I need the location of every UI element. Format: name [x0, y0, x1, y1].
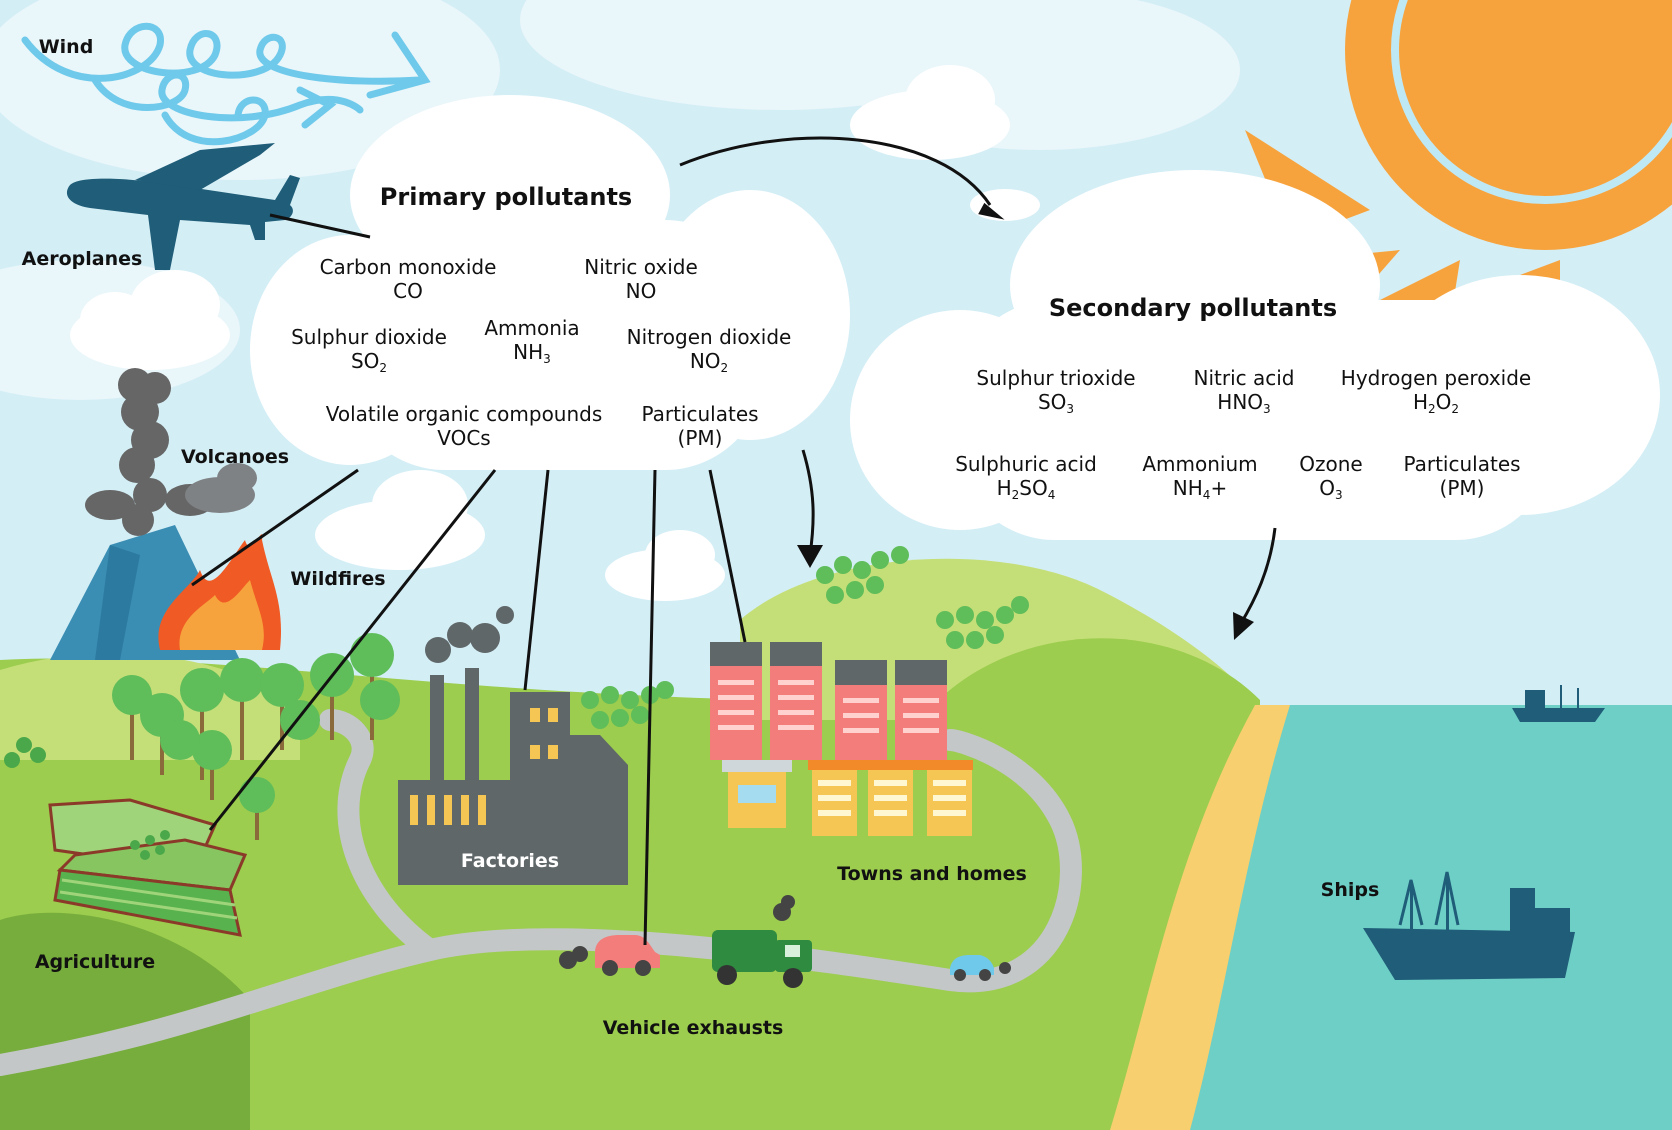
background-clouds: [0, 0, 1240, 400]
large-ship: [1363, 871, 1575, 980]
flow-arrows: [679, 136, 1277, 626]
label-wildfires: Wildfires: [290, 568, 386, 590]
beach: [1110, 705, 1290, 1130]
secondary-item: Sulphur trioxide SO3: [976, 366, 1136, 416]
wind-swirl: [21, 22, 431, 146]
secondary-pollutants-cloud: [850, 170, 1660, 540]
label-towns-and-homes: Towns and homes: [837, 863, 1027, 885]
factory: [398, 606, 628, 885]
blue-car: [950, 955, 1011, 981]
secondary-item: Hydrogen peroxide H2O2: [1340, 366, 1532, 416]
secondary-pollutants-title: Secondary pollutants: [1048, 294, 1338, 322]
hill-right: [920, 638, 1260, 720]
small-clouds: [70, 65, 1040, 601]
primary-pollutants-cloud: [250, 95, 850, 470]
secondary-item: Ozone O3: [1299, 452, 1363, 502]
source-connector-lines: [191, 213, 747, 946]
label-ships: Ships: [1320, 879, 1380, 901]
primary-pollutants-title: Primary pollutants: [379, 183, 633, 211]
small-ship: [1512, 685, 1605, 722]
agri-hill: [0, 912, 250, 1130]
label-volcanoes: Volcanoes: [180, 446, 290, 468]
houses: [722, 760, 973, 836]
secondary-item: Sulphuric acid H2SO4: [955, 452, 1097, 502]
label-aeroplanes: Aeroplanes: [21, 248, 143, 270]
label-vehicle-exhausts: Vehicle exhausts: [602, 1017, 784, 1039]
primary-item: Volatile organic compounds VOCs: [325, 402, 603, 450]
aeroplane: [66, 143, 300, 270]
primary-item: Particulates (PM): [641, 402, 759, 450]
label-agriculture: Agriculture: [34, 951, 156, 973]
sun: [1245, 0, 1672, 355]
green-truck: [712, 895, 812, 988]
primary-item: Ammonia NH3: [484, 316, 580, 366]
apartment-buildings: [710, 642, 947, 765]
label-wind: Wind: [38, 36, 94, 58]
primary-item: Nitrogen dioxide NO2: [626, 325, 792, 375]
secondary-item: Ammonium NH4+: [1142, 452, 1258, 502]
tree-cluster-hills: [581, 546, 1029, 729]
primary-item: Nitric oxide NO: [584, 255, 698, 303]
secondary-item: Nitric acid HNO3: [1193, 366, 1295, 416]
wildfire: [158, 534, 281, 650]
label-factories: Factories: [460, 850, 560, 872]
agriculture-field: [48, 798, 248, 937]
secondary-item: Particulates (PM): [1403, 452, 1521, 500]
arrow-heads: [797, 202, 1254, 640]
primary-item: Carbon monoxide CO: [319, 255, 497, 303]
primary-item: Sulphur dioxide SO2: [291, 325, 447, 375]
road: [0, 709, 1082, 1076]
